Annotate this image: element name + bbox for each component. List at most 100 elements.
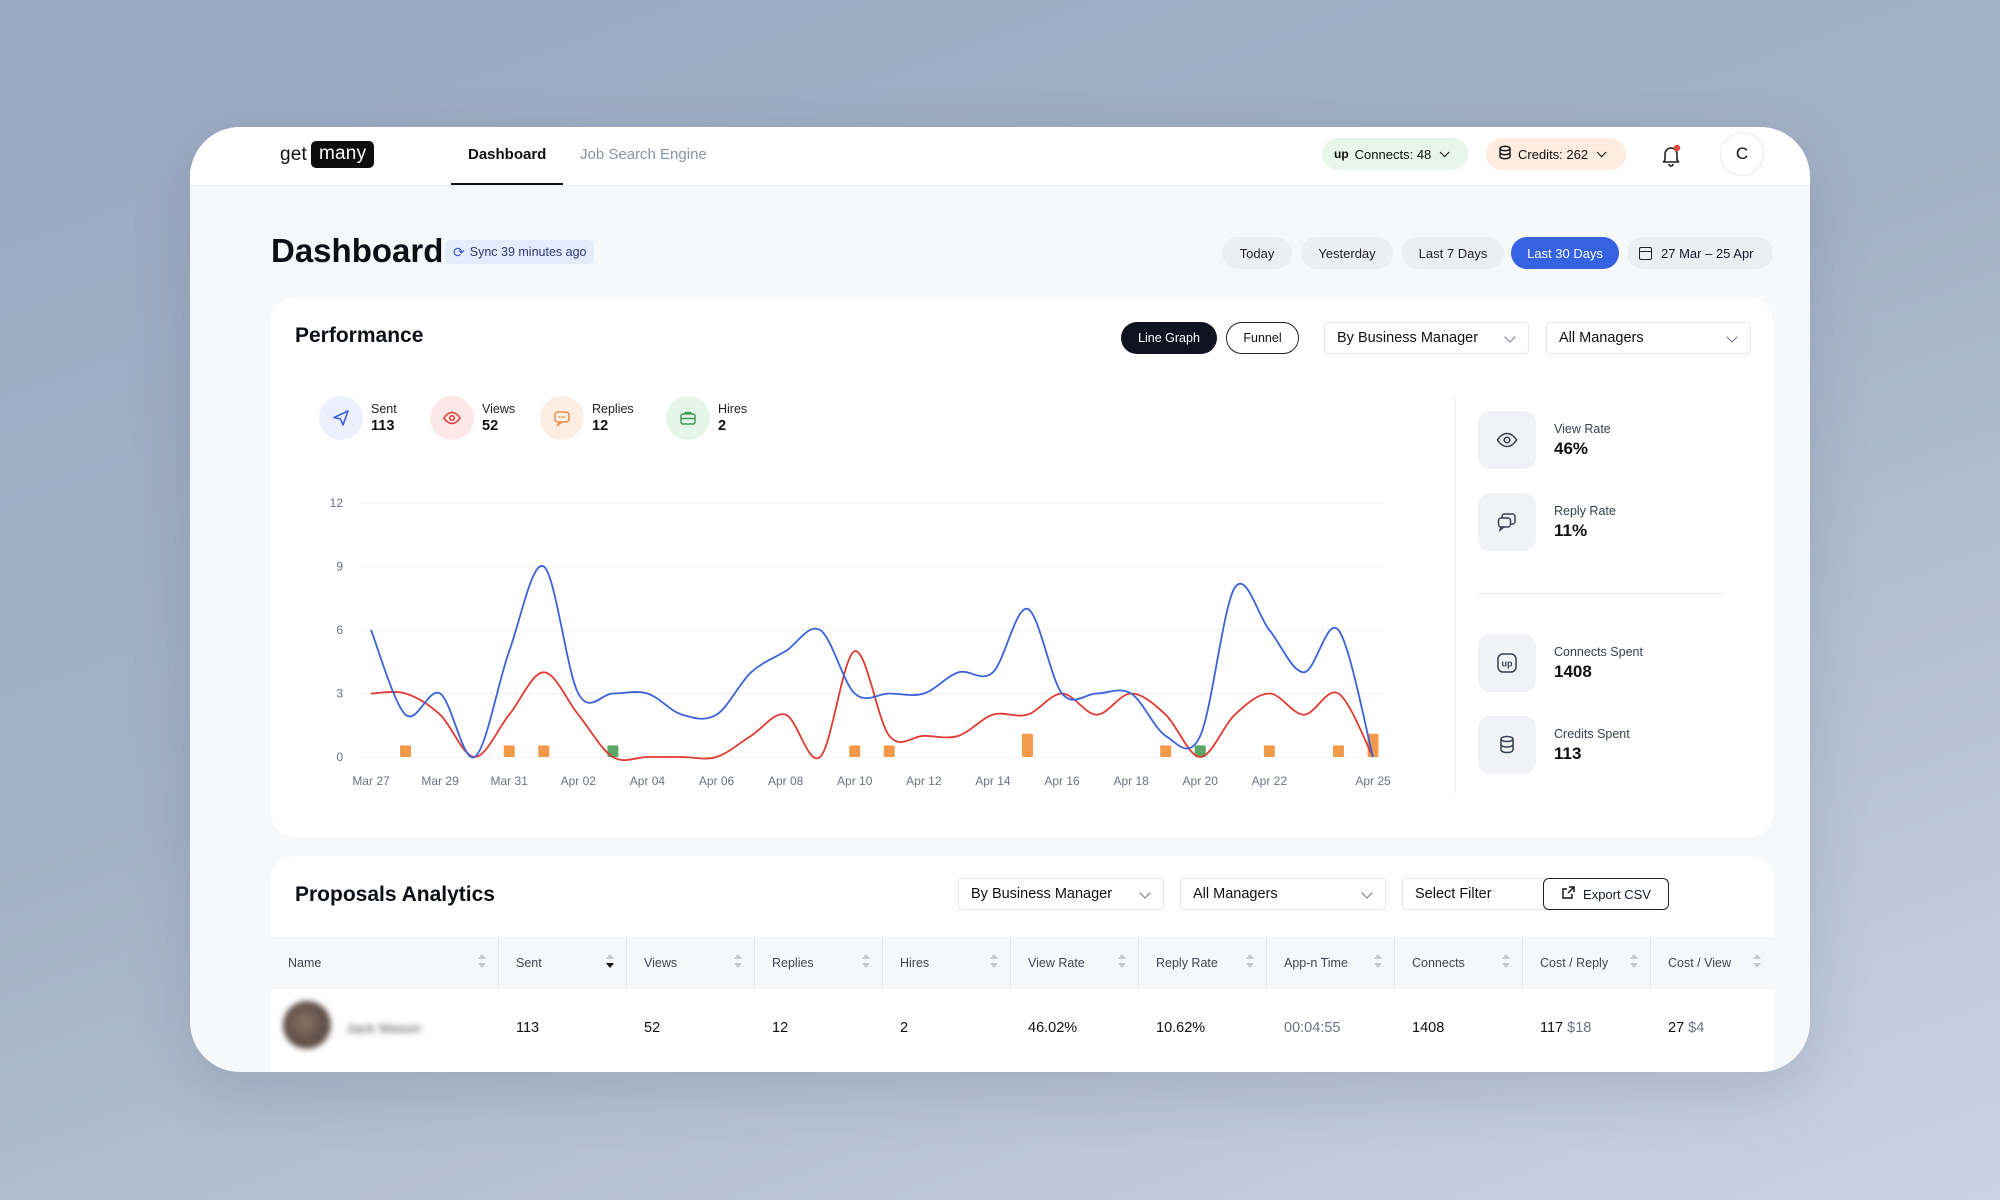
sort-icon[interactable] xyxy=(990,954,998,972)
x-tick-label: Apr 18 xyxy=(1113,774,1149,788)
chevron-down-icon xyxy=(1361,887,1373,899)
proposals-managers-dropdown[interactable]: All Managers xyxy=(1180,878,1386,910)
replies-bar xyxy=(849,745,861,757)
x-tick-label: Mar 27 xyxy=(352,774,390,788)
cost-reply-credits: 117 xyxy=(1540,1020,1564,1036)
column-label: Cost / View xyxy=(1668,956,1731,970)
chevron-down-icon xyxy=(1139,887,1151,899)
column-header-view-rate[interactable]: View Rate xyxy=(1011,937,1139,989)
chevron-down-icon xyxy=(1726,331,1738,343)
logo-many: many xyxy=(311,141,375,168)
logo[interactable]: get many xyxy=(280,141,375,168)
x-tick-label: Apr 08 xyxy=(768,774,804,788)
y-tick-label: 0 xyxy=(336,750,343,764)
stat-label: Views xyxy=(482,402,516,416)
performance-title: Performance xyxy=(295,324,424,347)
sort-icon[interactable] xyxy=(1246,954,1254,972)
column-label: App-n Time xyxy=(1284,956,1348,970)
metric-label: View Rate xyxy=(1554,421,1611,436)
manager-name[interactable]: Jack Mason xyxy=(346,1020,421,1036)
x-tick-label: Apr 25 xyxy=(1355,774,1391,788)
column-header-hires[interactable]: Hires xyxy=(883,937,1011,989)
managers-label: All Managers xyxy=(1559,330,1644,346)
metric-credits-spent: Credits Spent 113 xyxy=(1478,716,1630,774)
connects-dropdown[interactable]: up Connects: 48 xyxy=(1322,138,1468,170)
stat-label: Hires xyxy=(718,402,748,416)
filter-yesterday-button[interactable]: Yesterday xyxy=(1301,237,1393,269)
proposals-group-by-dropdown[interactable]: By Business Manager xyxy=(958,878,1164,910)
sort-icon[interactable] xyxy=(1502,954,1510,972)
metric-label: Credits Spent xyxy=(1554,726,1630,741)
stat-hires: Hires 2 xyxy=(666,396,747,440)
line-graph-toggle[interactable]: Line Graph xyxy=(1121,322,1217,354)
column-header-replies[interactable]: Replies xyxy=(755,937,883,989)
stat-sent: Sent 113 xyxy=(319,396,397,440)
date-range-picker[interactable]: 27 Mar – 25 Apr xyxy=(1627,237,1773,269)
x-tick-label: Apr 12 xyxy=(906,774,942,788)
sort-icon[interactable] xyxy=(478,954,486,972)
table-header: Name Sent Views Replies Hires View Rate … xyxy=(271,937,1773,989)
chevron-down-icon xyxy=(1596,146,1607,157)
tab-job-search-engine[interactable]: Job Search Engine xyxy=(580,146,707,163)
sort-icon[interactable] xyxy=(1630,954,1638,972)
external-link-icon xyxy=(1561,885,1576,903)
sort-desc-icon[interactable] xyxy=(606,954,614,972)
notifications-bell-icon[interactable] xyxy=(1658,142,1684,168)
funnel-toggle[interactable]: Funnel xyxy=(1226,322,1299,354)
filter-last-7-days-button[interactable]: Last 7 Days xyxy=(1402,237,1504,269)
sort-icon[interactable] xyxy=(734,954,742,972)
column-label: Name xyxy=(288,956,322,970)
filter-today-button[interactable]: Today xyxy=(1222,237,1292,269)
sort-icon[interactable] xyxy=(1118,954,1126,972)
page-title: Dashboard xyxy=(271,232,444,269)
metric-view-rate: View Rate 46% xyxy=(1478,411,1611,469)
group-by-label: By Business Manager xyxy=(971,886,1113,902)
column-header-connects[interactable]: Connects xyxy=(1395,937,1523,989)
column-header-app-time[interactable]: App-n Time xyxy=(1267,937,1395,989)
y-tick-label: 6 xyxy=(336,623,343,637)
tab-dashboard[interactable]: Dashboard xyxy=(450,146,564,185)
column-header-views[interactable]: Views xyxy=(627,937,755,989)
metric-value: 113 xyxy=(1554,743,1582,763)
column-header-name[interactable]: Name xyxy=(271,937,499,989)
export-label: Export CSV xyxy=(1583,886,1651,902)
user-avatar[interactable]: C xyxy=(1720,132,1764,176)
managers-dropdown[interactable]: All Managers xyxy=(1546,322,1751,354)
replies-bar xyxy=(1160,745,1172,757)
column-header-sent[interactable]: Sent xyxy=(499,937,627,989)
date-range-label: 27 Mar – 25 Apr xyxy=(1661,245,1754,261)
column-header-cost-reply[interactable]: Cost / Reply xyxy=(1523,937,1651,989)
cell-replies: 12 xyxy=(772,1020,789,1036)
credits-dropdown[interactable]: Credits: 262 xyxy=(1486,138,1626,170)
column-label: Replies xyxy=(772,956,814,970)
cell-cost-view: 27 $4 xyxy=(1668,1020,1704,1036)
svg-text:up: up xyxy=(1502,659,1513,669)
metric-label: Reply Rate xyxy=(1554,503,1616,518)
replies-bar xyxy=(1263,745,1275,757)
chevron-down-icon xyxy=(1439,146,1450,157)
replies-bar xyxy=(883,745,895,757)
replies-bar xyxy=(1332,745,1344,757)
group-by-dropdown[interactable]: By Business Manager xyxy=(1324,322,1529,354)
x-tick-label: Mar 31 xyxy=(491,774,529,788)
sort-icon[interactable] xyxy=(1374,954,1382,972)
sync-status-badge[interactable]: ⟳ Sync 39 minutes ago xyxy=(445,240,595,264)
stat-replies: Replies 12 xyxy=(540,396,634,440)
x-tick-label: Apr 06 xyxy=(699,774,735,788)
coins-icon xyxy=(1498,145,1512,164)
cost-view-credits: 27 xyxy=(1668,1020,1685,1036)
export-csv-button[interactable]: Export CSV xyxy=(1543,878,1669,910)
connects-label: Connects: 48 xyxy=(1354,146,1432,162)
column-header-cost-view[interactable]: Cost / View xyxy=(1651,937,1773,989)
column-label: Views xyxy=(644,956,678,970)
sort-icon[interactable] xyxy=(1753,954,1761,972)
stat-value: 52 xyxy=(482,418,499,434)
filter-last-30-days-button[interactable]: Last 30 Days xyxy=(1511,237,1619,269)
sort-icon[interactable] xyxy=(862,954,870,972)
app-window: get many Dashboard Job Search Engine up … xyxy=(190,127,1810,1072)
stat-value: 113 xyxy=(371,418,395,434)
column-header-reply-rate[interactable]: Reply Rate xyxy=(1139,937,1267,989)
column-label: Reply Rate xyxy=(1156,956,1218,970)
x-tick-label: Mar 29 xyxy=(421,774,459,788)
x-tick-label: Apr 14 xyxy=(975,774,1011,788)
